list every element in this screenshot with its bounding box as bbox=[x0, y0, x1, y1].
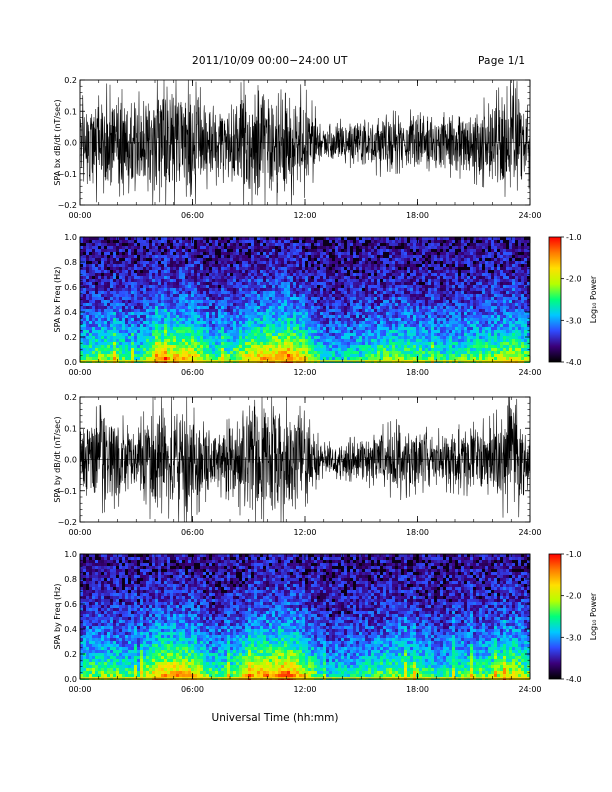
x-tick-label: 06:00 bbox=[181, 211, 204, 220]
colorbar-tick-label: -4.0 bbox=[566, 358, 582, 367]
x-tick-label: 24:00 bbox=[518, 685, 541, 694]
y-tick-label: 1.0 bbox=[64, 233, 77, 242]
page-indicator: Page 1/1 bbox=[478, 55, 526, 67]
y-tick-label: 0.0 bbox=[64, 456, 77, 465]
y-tick-label: 0.0 bbox=[64, 358, 77, 367]
y-tick-label: 0.2 bbox=[64, 333, 77, 342]
y-tick-label: −0.2 bbox=[58, 201, 77, 210]
x-axis-label: Universal Time (hh:mm) bbox=[212, 712, 339, 724]
colorbar-tick-label: -1.0 bbox=[566, 233, 582, 242]
y-tick-label: 0.8 bbox=[64, 575, 77, 584]
colorbar-label: Log₁₀ Power bbox=[589, 592, 598, 640]
colorbar bbox=[548, 236, 562, 363]
colorbar-tick-label: -3.0 bbox=[566, 316, 582, 325]
x-tick-label: 24:00 bbox=[518, 368, 541, 377]
x-tick-label: 00:00 bbox=[68, 528, 91, 537]
y-tick-label: 0.6 bbox=[64, 600, 77, 609]
heatmap-cells bbox=[80, 554, 530, 680]
y-tick-label: −0.1 bbox=[58, 487, 77, 496]
colorbar-tick-label: -2.0 bbox=[566, 275, 582, 284]
y-tick-label: 0.0 bbox=[64, 139, 77, 148]
y-tick-label: −0.1 bbox=[58, 170, 77, 179]
colorbar bbox=[548, 553, 562, 680]
y-tick-label: −0.2 bbox=[58, 518, 77, 527]
x-tick-label: 00:00 bbox=[68, 685, 91, 694]
series-line bbox=[79, 79, 531, 206]
y-tick-label: 0.2 bbox=[64, 393, 77, 402]
y-tick-label: 0.4 bbox=[64, 625, 77, 634]
x-tick-label: 06:00 bbox=[181, 685, 204, 694]
x-tick-label: 12:00 bbox=[293, 685, 316, 694]
y-axis-label: SPA by Freq (Hz) bbox=[53, 584, 62, 650]
x-tick-label: 18:00 bbox=[406, 685, 429, 694]
x-tick-label: 18:00 bbox=[406, 528, 429, 537]
x-tick-label: 00:00 bbox=[68, 368, 91, 377]
y-tick-label: 0.2 bbox=[64, 76, 77, 85]
x-tick-label: 12:00 bbox=[293, 368, 316, 377]
x-tick-label: 06:00 bbox=[181, 528, 204, 537]
y-tick-label: 0.4 bbox=[64, 308, 77, 317]
y-tick-label: 0.0 bbox=[64, 675, 77, 684]
y-tick-label: 0.1 bbox=[64, 424, 77, 433]
x-tick-label: 12:00 bbox=[293, 528, 316, 537]
y-tick-label: 0.8 bbox=[64, 258, 77, 267]
x-tick-label: 24:00 bbox=[518, 528, 541, 537]
y-tick-label: 0.6 bbox=[64, 283, 77, 292]
y-tick-label: 1.0 bbox=[64, 550, 77, 559]
colorbar-label: Log₁₀ Power bbox=[589, 275, 598, 323]
plot-title: 2011/10/09 00:00−24:00 UT bbox=[192, 55, 348, 67]
colorbar-tick-label: -1.0 bbox=[566, 550, 582, 559]
x-tick-label: 06:00 bbox=[181, 368, 204, 377]
colorbar-tick-label: -4.0 bbox=[566, 675, 582, 684]
heatmap-cells bbox=[80, 237, 530, 363]
x-tick-label: 00:00 bbox=[68, 211, 91, 220]
y-axis-label: SPA bx Freq (Hz) bbox=[53, 267, 62, 333]
y-axis-label: SPA bx dB/dt (nT/sec) bbox=[53, 99, 62, 185]
x-tick-label: 18:00 bbox=[406, 211, 429, 220]
y-axis-label: SPA by dB/dt (nT/sec) bbox=[53, 416, 62, 502]
x-tick-label: 12:00 bbox=[293, 211, 316, 220]
colorbar-tick-label: -3.0 bbox=[566, 633, 582, 642]
series-line bbox=[79, 396, 531, 523]
colorbar-tick-label: -2.0 bbox=[566, 592, 582, 601]
y-tick-label: 0.2 bbox=[64, 650, 77, 659]
y-tick-label: 0.1 bbox=[64, 107, 77, 116]
x-tick-label: 24:00 bbox=[518, 211, 541, 220]
x-tick-label: 18:00 bbox=[406, 368, 429, 377]
